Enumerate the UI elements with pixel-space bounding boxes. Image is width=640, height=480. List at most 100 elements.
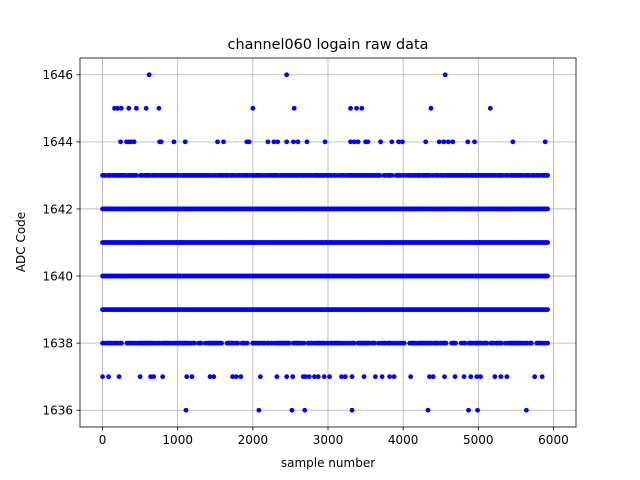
data-point xyxy=(372,374,378,380)
axis-ticks: 0 1000 2000 3000 4000 5000 6000 1636 1638 1640 164… xyxy=(42,68,568,447)
data-point xyxy=(303,374,308,380)
data-point xyxy=(284,139,290,145)
data-point xyxy=(256,407,262,413)
data-point xyxy=(532,374,538,380)
x-axis-label: sample number xyxy=(281,456,375,470)
data-points xyxy=(100,72,550,413)
data-point xyxy=(246,139,252,145)
data-point xyxy=(207,374,213,380)
data-point xyxy=(452,374,458,380)
data-point xyxy=(427,374,432,380)
y-tick-label: 1644 xyxy=(42,135,73,149)
data-point xyxy=(466,407,471,413)
data-point xyxy=(361,374,367,380)
x-tick-label: 5000 xyxy=(463,433,494,447)
data-point xyxy=(478,374,483,380)
x-tick-label: 1000 xyxy=(162,433,193,447)
data-point xyxy=(265,139,271,145)
data-point xyxy=(504,374,510,380)
data-point xyxy=(274,374,280,380)
y-tick-label: 1646 xyxy=(42,68,73,82)
data-point xyxy=(349,407,355,413)
data-point xyxy=(442,72,448,78)
data-point xyxy=(430,374,436,380)
data-point xyxy=(528,340,534,346)
data-point xyxy=(389,139,395,145)
data-point xyxy=(539,374,545,380)
data-point xyxy=(158,139,164,145)
data-point xyxy=(542,139,548,145)
data-point xyxy=(211,374,217,380)
data-point xyxy=(192,340,197,346)
data-point xyxy=(290,374,296,380)
data-point xyxy=(304,139,310,145)
data-point xyxy=(401,340,407,346)
data-point xyxy=(118,105,124,111)
data-point xyxy=(160,374,166,380)
data-point xyxy=(441,139,447,145)
data-point xyxy=(184,374,190,380)
data-point xyxy=(372,340,377,346)
data-point xyxy=(137,374,143,380)
data-point xyxy=(315,374,321,380)
data-point xyxy=(389,173,395,178)
data-point xyxy=(400,139,405,145)
data-point xyxy=(275,139,281,145)
data-point xyxy=(198,340,204,346)
x-tick-label: 6000 xyxy=(538,433,569,447)
data-point xyxy=(284,374,290,380)
data-point xyxy=(365,139,371,145)
data-point xyxy=(348,105,353,111)
data-point xyxy=(131,139,137,145)
data-point xyxy=(442,374,447,380)
data-point xyxy=(545,206,550,212)
data-point xyxy=(425,407,431,413)
data-point xyxy=(156,105,162,111)
data-point xyxy=(321,374,327,380)
data-point xyxy=(453,340,459,346)
data-point xyxy=(351,139,357,145)
data-point xyxy=(238,374,244,380)
data-point xyxy=(487,105,493,111)
data-point xyxy=(355,139,361,145)
data-point xyxy=(339,374,344,380)
data-point xyxy=(484,340,490,346)
data-point xyxy=(171,139,177,145)
data-point xyxy=(351,340,357,346)
data-point xyxy=(221,139,226,145)
data-point xyxy=(291,105,297,111)
data-point xyxy=(349,374,355,380)
data-point xyxy=(302,407,308,413)
data-point xyxy=(115,105,120,111)
x-tick-label: 2000 xyxy=(238,433,269,447)
data-point xyxy=(408,374,414,380)
x-tick-label: 3000 xyxy=(313,433,344,447)
y-tick-label: 1638 xyxy=(42,336,73,350)
data-point xyxy=(354,105,359,111)
data-point xyxy=(423,139,429,145)
data-point xyxy=(348,139,353,145)
data-point xyxy=(133,173,139,178)
data-point xyxy=(359,105,365,111)
y-axis-label: ADC Code xyxy=(14,212,28,272)
data-point xyxy=(306,374,312,380)
data-point xyxy=(377,173,383,178)
data-point xyxy=(100,374,105,380)
data-point xyxy=(499,340,504,346)
data-point xyxy=(301,340,307,346)
data-point xyxy=(396,139,402,145)
data-point xyxy=(327,374,332,380)
data-point xyxy=(289,407,295,413)
data-point xyxy=(126,105,132,111)
data-point xyxy=(219,340,224,346)
y-tick-label: 1640 xyxy=(42,269,73,283)
data-point xyxy=(233,374,239,380)
data-point xyxy=(284,72,290,78)
data-point xyxy=(119,340,124,346)
data-point xyxy=(465,139,471,145)
data-point xyxy=(291,139,296,145)
data-point xyxy=(445,139,451,145)
data-point xyxy=(244,340,250,346)
data-point xyxy=(387,374,393,380)
data-point xyxy=(182,139,188,145)
